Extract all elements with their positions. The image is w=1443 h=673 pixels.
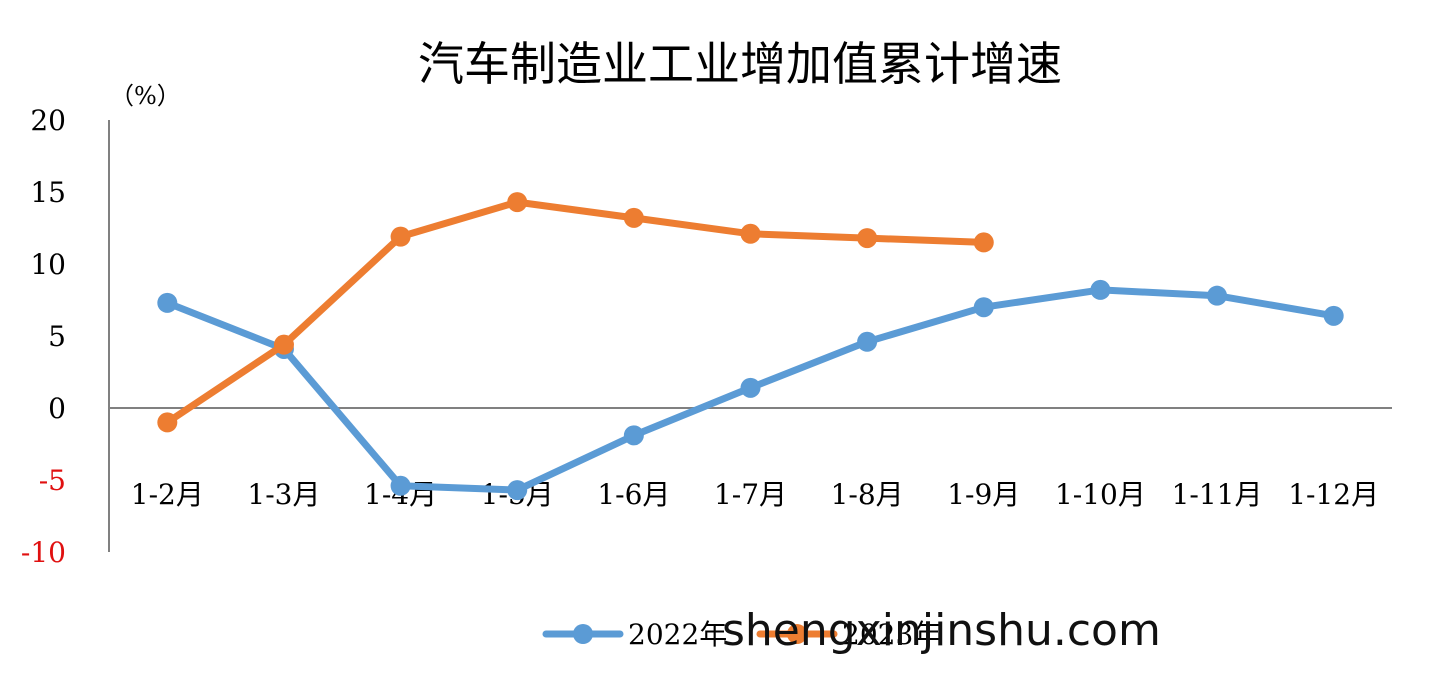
- series-line-1: [163, 198, 988, 426]
- x-tick-label: 1-10月: [1055, 478, 1146, 511]
- legend-label: 2023年: [842, 618, 941, 651]
- x-tick-label: 1-11月: [1172, 478, 1263, 511]
- data-point: [390, 226, 411, 247]
- y-tick-label: 5: [48, 320, 66, 353]
- data-point: [1090, 279, 1111, 300]
- data-point: [1207, 285, 1228, 306]
- y-tick-label: 15: [30, 176, 66, 209]
- x-tick-label: 1-12月: [1288, 478, 1379, 511]
- y-tick-label: 10: [30, 248, 66, 281]
- chart-title: 汽车制造业工业增加值累计增速: [418, 37, 1062, 91]
- y-axis-ticks: 20 15 10 5 0 -5 -10: [21, 104, 66, 569]
- data-point: [857, 331, 878, 352]
- data-point: [623, 207, 644, 228]
- x-tick-label: 1-2月: [131, 478, 204, 511]
- x-tick-label: 1-3月: [247, 478, 320, 511]
- legend-marker: [787, 624, 807, 644]
- y-tick-label: 20: [30, 104, 66, 137]
- legend-marker: [573, 624, 593, 644]
- x-axis-ticks: 1-2月1-3月1-4月1-5月1-6月1-7月1-8月1-9月1-10月1-1…: [131, 478, 1379, 511]
- x-tick-label: 1-6月: [597, 478, 670, 511]
- data-point: [857, 228, 878, 249]
- y-tick-label: 0: [48, 392, 66, 425]
- data-point: [507, 192, 528, 213]
- data-point: [273, 334, 294, 355]
- data-point: [973, 297, 994, 318]
- x-tick-label: 1-7月: [714, 478, 787, 511]
- data-point: [973, 232, 994, 253]
- y-tick-label: -5: [39, 464, 66, 497]
- data-point: [740, 377, 761, 398]
- data-point: [623, 425, 644, 446]
- data-point: [157, 412, 178, 433]
- watermark-text: shengxinjinshu.com: [722, 605, 1161, 656]
- data-point: [390, 475, 411, 496]
- x-tick-label: 1-8月: [831, 478, 904, 511]
- legend-label: 2022年: [628, 618, 727, 651]
- data-point: [740, 223, 761, 244]
- y-tick-label: -10: [21, 536, 66, 569]
- series-layer: [157, 192, 1344, 501]
- data-point: [1323, 305, 1344, 326]
- data-point: [507, 480, 528, 501]
- x-tick-label: 1-9月: [947, 478, 1020, 511]
- legend: 2022年 2023年: [542, 618, 941, 651]
- data-point: [157, 292, 178, 313]
- y-axis-unit-label: （%）: [110, 82, 181, 110]
